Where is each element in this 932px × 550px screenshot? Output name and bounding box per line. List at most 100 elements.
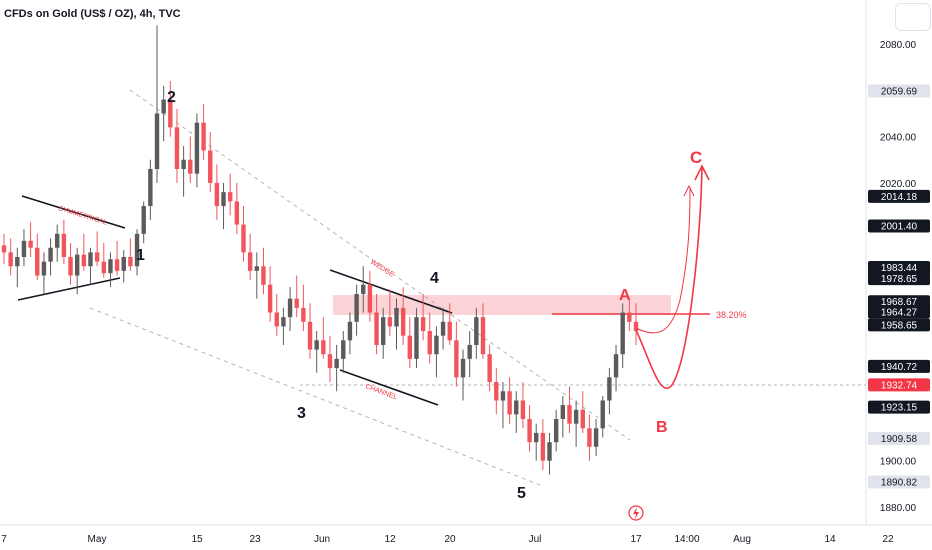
svg-text:1932.74: 1932.74 <box>881 380 918 391</box>
time-tick-label: 7 <box>1 534 7 545</box>
candle-body <box>494 381 499 401</box>
candle-body <box>294 298 299 308</box>
wave-4-label: 4 <box>430 270 439 287</box>
svg-text:2001.40: 2001.40 <box>881 221 918 232</box>
candle-body <box>407 335 413 359</box>
candle-body <box>507 391 512 415</box>
candle-body <box>327 354 333 369</box>
candle-body <box>254 266 259 271</box>
candle-body <box>547 442 552 461</box>
candle-body <box>474 317 479 345</box>
candle-body <box>347 321 353 341</box>
wedge-line <box>329 269 453 314</box>
candle-body <box>141 206 146 234</box>
candle-body <box>540 432 546 461</box>
candle-body <box>381 317 386 345</box>
time-tick-label: May <box>88 534 107 545</box>
time-tick-label: 22 <box>882 534 894 545</box>
candle-body <box>361 284 366 295</box>
price-tick-label: 1900.00 <box>880 457 917 468</box>
time-tick-label: Jun <box>314 534 330 545</box>
candle-body <box>560 405 566 420</box>
candle-body <box>128 256 133 267</box>
candle-body <box>587 428 592 447</box>
candle-body <box>374 312 379 345</box>
price-axis[interactable]: 2080.00 2040.00 2020.00 1900.00 1880.00 <box>880 40 917 514</box>
symmetrical-label: SYMMETRICAL <box>57 205 108 227</box>
candle-body <box>553 419 559 443</box>
candle-body <box>48 247 53 262</box>
candle-body <box>101 261 106 274</box>
svg-text:1940.72: 1940.72 <box>881 362 918 373</box>
projection-path-short <box>635 187 691 334</box>
candle-body <box>354 294 359 322</box>
candle-body <box>188 159 193 174</box>
candle-body <box>121 256 126 271</box>
price-label: 2001.40 <box>868 219 930 233</box>
time-tick-label: Aug <box>733 534 751 545</box>
time-tick-label: 14 <box>824 534 836 545</box>
time-tick-label: 20 <box>444 534 456 545</box>
time-axis[interactable]: 7 May 15 23 Jun 12 20 Jul 17 14:00 Aug 14 22 <box>1 534 894 545</box>
candle-body <box>287 298 293 318</box>
candle-body <box>394 307 399 327</box>
candle-body <box>573 409 579 424</box>
wave-c-label: C <box>690 148 702 167</box>
candle-body <box>633 321 639 332</box>
candle-body <box>35 247 40 276</box>
candle-body <box>8 252 13 267</box>
candle-body <box>234 201 240 225</box>
price-label: 2014.18 <box>868 189 930 203</box>
candle-body <box>221 192 226 207</box>
price-tick-label: 2020.00 <box>880 179 917 190</box>
arrow-short-icon <box>683 184 695 197</box>
candle-body <box>440 321 446 336</box>
candle-body <box>367 284 373 313</box>
price-label: 1983.44 <box>868 261 930 275</box>
svg-text:1958.65: 1958.65 <box>881 320 918 331</box>
price-label: 2059.69 <box>868 84 930 98</box>
candle-body <box>81 254 87 267</box>
svg-text:1968.67: 1968.67 <box>881 297 918 308</box>
candle-body <box>314 340 319 350</box>
price-label: 1964.27 <box>868 305 930 319</box>
svg-text:1909.58: 1909.58 <box>881 434 918 445</box>
wave-2-label: 2 <box>167 89 176 106</box>
candle-body <box>600 400 605 429</box>
price-label: 1923.15 <box>868 400 930 414</box>
candles <box>1 25 639 475</box>
settings-button[interactable] <box>895 3 931 31</box>
price-label: 1968.67 <box>868 295 930 309</box>
upper-trendline <box>129 89 631 441</box>
time-tick-label: 14:00 <box>674 534 699 545</box>
wave-5-label: 5 <box>517 485 526 502</box>
svg-text:2059.69: 2059.69 <box>881 87 918 98</box>
candle-body <box>208 150 213 183</box>
candle-body <box>241 224 246 253</box>
candle-body <box>613 354 619 378</box>
candle-body <box>321 340 326 355</box>
wedge-label: WEDGE <box>369 259 395 279</box>
candle-body <box>261 266 266 285</box>
candle-body <box>593 428 599 447</box>
chart-title: CFDs on Gold (US$ / OZ), 4h, TVC <box>4 8 181 20</box>
candle-body <box>148 169 153 207</box>
candle-body <box>620 312 625 355</box>
candle-body <box>334 358 339 369</box>
candle-body <box>420 317 426 332</box>
lightning-icon[interactable] <box>628 505 644 521</box>
svg-text:1978.65: 1978.65 <box>881 274 918 285</box>
price-label: 1932.74 <box>868 378 930 392</box>
channel-line <box>339 369 439 406</box>
candle-body <box>514 400 519 415</box>
price-tick-label: 2080.00 <box>880 40 917 51</box>
candle-body <box>580 409 585 429</box>
candle-body <box>214 182 220 207</box>
candle-body <box>174 127 180 170</box>
candle-body <box>520 400 526 420</box>
price-label: 1940.72 <box>868 359 930 373</box>
wave-3-label: 3 <box>297 405 306 422</box>
